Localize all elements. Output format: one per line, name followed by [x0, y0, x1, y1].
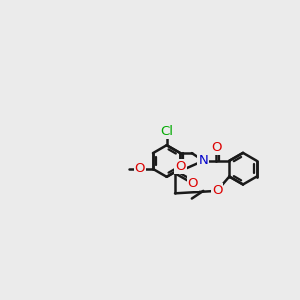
- Text: O: O: [211, 141, 222, 154]
- Text: O: O: [175, 160, 186, 173]
- Text: Cl: Cl: [160, 125, 173, 138]
- Text: O: O: [188, 177, 198, 190]
- Text: N: N: [199, 154, 208, 167]
- Text: O: O: [212, 184, 222, 197]
- Text: O: O: [135, 162, 145, 176]
